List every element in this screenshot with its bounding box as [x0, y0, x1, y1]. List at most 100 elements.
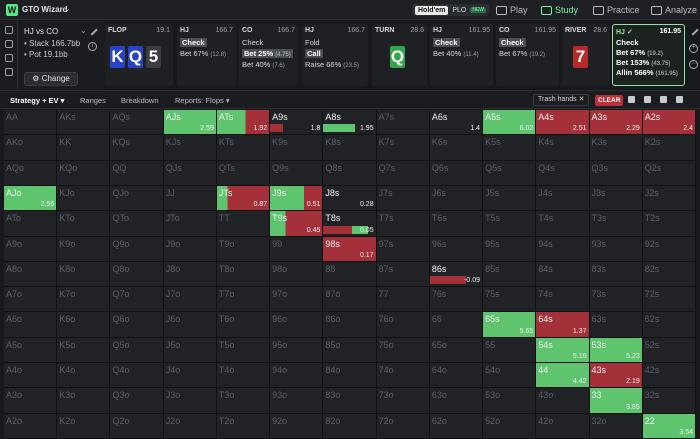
hand-cell-73s[interactable]: 73s	[589, 287, 643, 313]
hand-cell-Q5o[interactable]: Q5o	[110, 337, 164, 364]
co-turn-column[interactable]: CO 161.95 Check Bet 67% (19.2)	[496, 24, 559, 86]
hand-cell-Q8s[interactable]: Q8s	[323, 160, 377, 186]
hand-cell-J3o[interactable]: J3o	[163, 388, 217, 414]
hand-cell-J5s[interactable]: J5s	[483, 185, 537, 212]
hand-cell-82s[interactable]: 82s	[642, 261, 696, 288]
hand-cell-55[interactable]: 55	[483, 337, 537, 364]
hand-cell-J8o[interactable]: J8o	[163, 261, 217, 288]
hand-cell-66[interactable]: 66	[429, 312, 484, 338]
hand-cell-T7s[interactable]: T7s	[376, 211, 430, 237]
hand-cell-77[interactable]: 77	[376, 287, 430, 313]
hand-cell-A8o[interactable]: A8o	[4, 261, 58, 288]
hand-cell-J4o[interactable]: J4o	[163, 363, 217, 389]
hand-cell-AA[interactable]: AA	[4, 110, 58, 136]
hand-cell-Q3s[interactable]: Q3s	[589, 160, 643, 186]
hand-cell-33[interactable]: 33 3.85	[589, 388, 643, 414]
hand-cell-A4s[interactable]: A4s 2.51	[536, 110, 590, 136]
hand-cell-53o[interactable]: 53o	[483, 388, 537, 414]
hand-cell-Q5s[interactable]: Q5s	[483, 160, 537, 186]
hand-cell-Q6s[interactable]: Q6s	[429, 160, 484, 186]
tab-breakdown[interactable]: Breakdown	[121, 96, 159, 105]
hand-cell-85s[interactable]: 85s	[483, 261, 537, 288]
cursor-icon[interactable]	[4, 68, 13, 76]
hand-cell-J4s[interactable]: J4s	[536, 185, 590, 212]
hand-cell-TT[interactable]: TT	[216, 211, 271, 237]
action-option[interactable]: Call	[305, 49, 323, 58]
fullscreen-icon[interactable]	[676, 96, 683, 103]
hand-cell-62o[interactable]: 62o	[429, 413, 484, 439]
hand-cell-Q7o[interactable]: Q7o	[110, 287, 164, 313]
hand-cell-Q7s[interactable]: Q7s	[376, 160, 430, 186]
hand-cell-63s[interactable]: 63s	[589, 312, 643, 338]
hand-cell-T8o[interactable]: T8o	[216, 261, 271, 288]
hand-cell-QTo[interactable]: QTo	[110, 211, 164, 237]
hand-cell-54s[interactable]: 54s 5.16	[536, 337, 590, 364]
hand-cell-Q2s[interactable]: Q2s	[642, 160, 696, 186]
hand-cell-K9o[interactable]: K9o	[57, 236, 111, 262]
hand-cell-QTs[interactable]: QTs	[216, 160, 271, 186]
hand-cell-JJ[interactable]: JJ	[163, 185, 217, 212]
hand-cell-96s[interactable]: 96s	[429, 236, 484, 262]
hand-cell-Q8o[interactable]: Q8o	[110, 261, 164, 288]
hand-cell-J7o[interactable]: J7o	[163, 287, 217, 313]
hj-response-column[interactable]: HJ 166.7 Fold Call Raise 66% (23.5)	[302, 24, 368, 86]
hand-cell-K9s[interactable]: K9s	[270, 135, 324, 161]
hand-cell-KTs[interactable]: KTs	[216, 135, 271, 161]
hand-cell-J3s[interactable]: J3s	[589, 185, 643, 212]
chevron-down-icon[interactable]: ⌄	[80, 26, 87, 35]
hand-cell-82o[interactable]: 82o	[323, 413, 377, 439]
action-option[interactable]: Bet 40% (7.6)	[242, 60, 285, 69]
hand-cell-KQs[interactable]: KQs	[110, 135, 164, 161]
hand-cell-54o[interactable]: 54o	[483, 363, 537, 389]
trash-hands-filter[interactable]: Trash hands ✕	[533, 94, 590, 106]
action-option[interactable]: Bet 67% (19.2)	[616, 48, 663, 57]
hand-cell-AQs[interactable]: AQs	[110, 110, 164, 136]
hand-cell-52s[interactable]: 52s	[642, 337, 696, 364]
hand-cell-44[interactable]: 44 4.42	[536, 363, 590, 389]
hand-cell-75o[interactable]: 75o	[376, 337, 430, 364]
save-icon[interactable]	[4, 40, 13, 48]
tab-strategy-ev[interactable]: Strategy + EV ▾	[10, 96, 65, 105]
action-option[interactable]: Check	[242, 38, 263, 47]
hand-cell-43o[interactable]: 43o	[536, 388, 590, 414]
tab-reports[interactable]: Reports: Flops ▾	[175, 96, 230, 105]
hand-cell-63o[interactable]: 63o	[429, 388, 484, 414]
hand-cell-T4s[interactable]: T4s	[536, 211, 590, 237]
hand-cell-K5s[interactable]: K5s	[483, 135, 537, 161]
action-option[interactable]: Bet 153% (43.75)	[616, 58, 670, 67]
hand-cell-72s[interactable]: 72s	[642, 287, 696, 313]
hand-cell-96o[interactable]: 96o	[270, 312, 324, 338]
nav-practice[interactable]: Practice	[593, 3, 640, 17]
action-option[interactable]: Check	[616, 38, 639, 47]
hand-cell-J2s[interactable]: J2s	[642, 185, 696, 212]
hand-cell-J6s[interactable]: J6s	[429, 185, 484, 212]
hand-cell-98s[interactable]: 98s 0.17	[323, 236, 377, 262]
hand-cell-A5s[interactable]: A5s 6.02	[483, 110, 537, 136]
hand-cell-T8s[interactable]: T8s 0.05	[323, 211, 377, 237]
holdem-toggle[interactable]: Hold'em	[415, 5, 449, 15]
hand-cell-AJo[interactable]: AJo 2.56	[4, 185, 58, 212]
hand-cell-K2o[interactable]: K2o	[57, 413, 111, 439]
hand-cell-J7s[interactable]: J7s	[376, 185, 430, 212]
hand-cell-KJs[interactable]: KJs	[163, 135, 217, 161]
hand-cell-KK[interactable]: KK	[57, 135, 111, 161]
hand-cell-53s[interactable]: 53s 5.23	[589, 337, 643, 364]
hand-cell-K3s[interactable]: K3s	[589, 135, 643, 161]
hand-cell-99[interactable]: 99	[270, 236, 324, 262]
hand-cell-92o[interactable]: 92o	[270, 413, 324, 439]
hand-cell-65s[interactable]: 65s 5.65	[483, 312, 537, 338]
hand-cell-KQo[interactable]: KQo	[57, 160, 111, 186]
hand-cell-T5s[interactable]: T5s	[483, 211, 537, 237]
filter-icon[interactable]	[4, 54, 13, 62]
river-column[interactable]: RIVER 28.6 7	[562, 24, 610, 86]
brand-name[interactable]: GTO Wizard	[22, 5, 68, 14]
hand-cell-K6o[interactable]: K6o	[57, 312, 111, 338]
hand-cell-A6s[interactable]: A6s 1.4	[429, 110, 484, 136]
hand-cell-A9s[interactable]: A9s 1.8	[270, 110, 324, 136]
action-option[interactable]: Check	[433, 38, 460, 47]
hand-cell-74o[interactable]: 74o	[376, 363, 430, 389]
hand-cell-J8s[interactable]: J8s 0.28	[323, 185, 377, 212]
hand-cell-A9o[interactable]: A9o	[4, 236, 58, 262]
hand-cell-83s[interactable]: 83s	[589, 261, 643, 288]
hand-cell-Q9s[interactable]: Q9s	[270, 160, 324, 186]
